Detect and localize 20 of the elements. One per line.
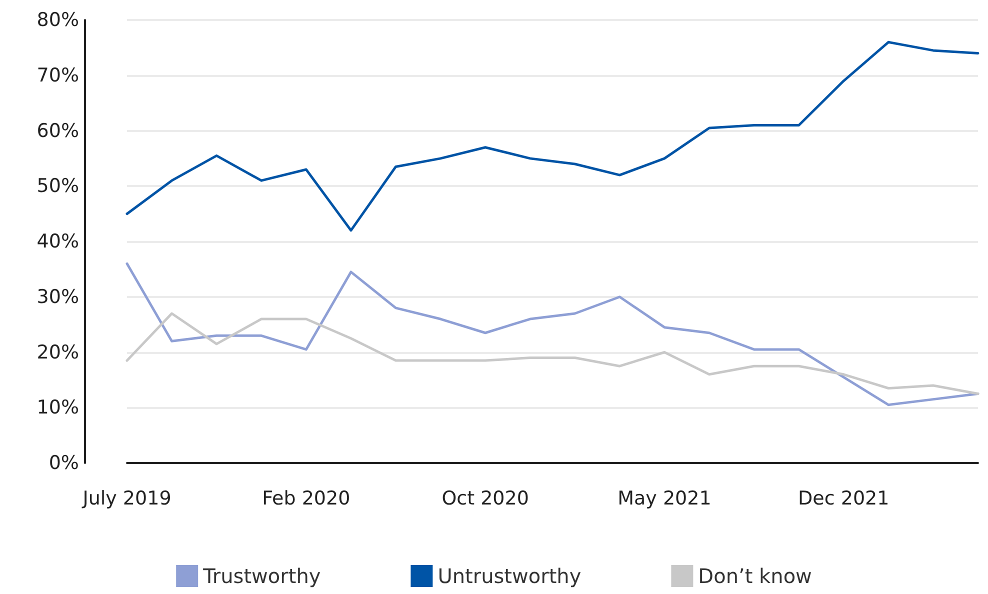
line-series (126, 40, 980, 232)
y-tick-label: 70% (36, 64, 79, 86)
line-series (126, 312, 980, 396)
y-tick-label: 80% (36, 9, 79, 31)
line-series (126, 262, 980, 406)
y-tick-label: 10% (36, 396, 79, 419)
y-tick-label: 0% (48, 452, 79, 474)
x-tick-label: May 2021 (618, 488, 712, 510)
y-tick-label: 50% (36, 175, 79, 198)
x-tick-label: Dec 2021 (798, 488, 890, 510)
x-tick-label: Feb 2020 (262, 488, 350, 510)
y-tick-label: 60% (36, 120, 79, 142)
legend-label: Don’t know (698, 564, 812, 588)
y-tick-label: 40% (36, 230, 79, 252)
legend-label: Trustworthy (202, 564, 321, 588)
y-tick-label: 20% (36, 341, 79, 364)
legend-label: Untrustworthy (438, 564, 582, 588)
x-tick-label: July 2019 (82, 488, 172, 510)
x-tick-label: Oct 2020 (442, 488, 529, 510)
y-tick-label: 30% (36, 286, 79, 308)
